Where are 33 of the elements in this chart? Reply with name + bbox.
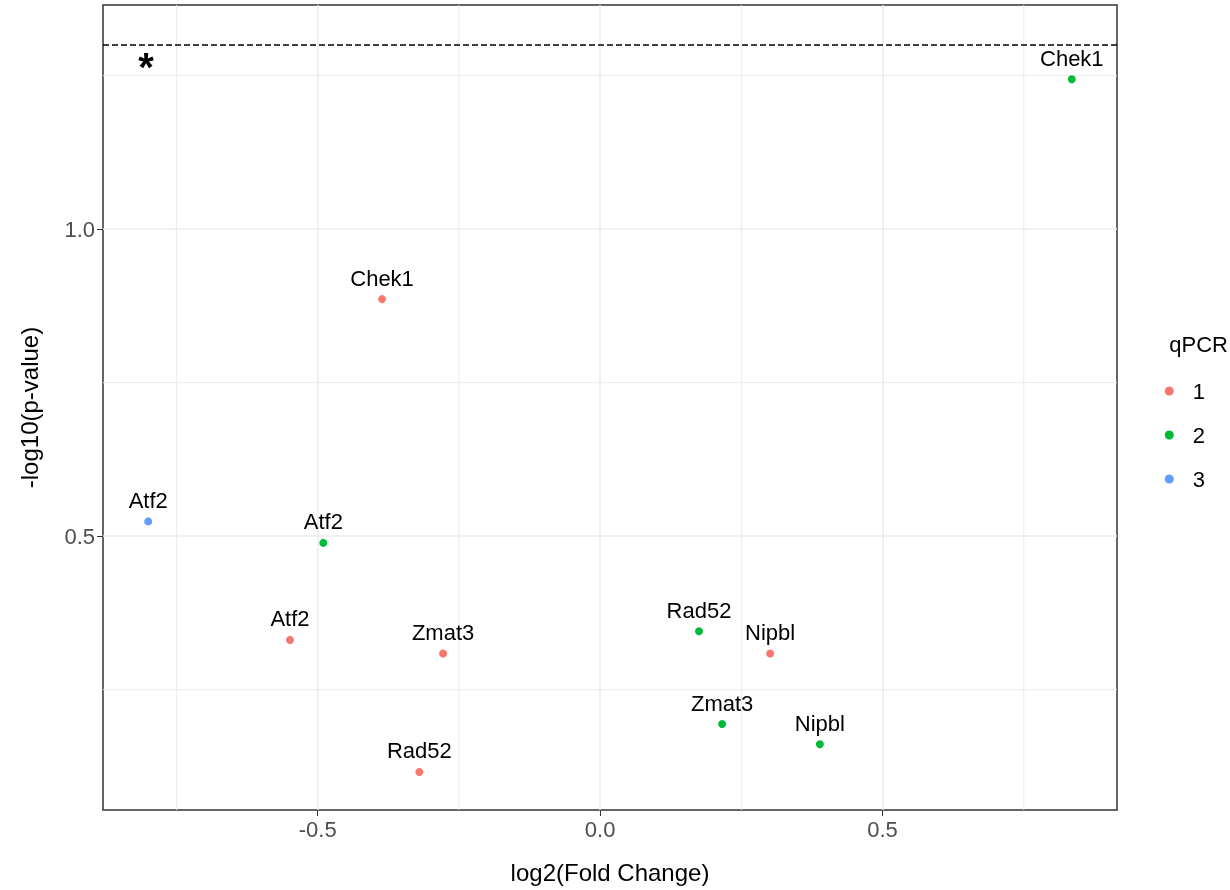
y-tick-label: 1.0	[64, 216, 95, 242]
y-axis-title: -log10(p-value)	[15, 326, 43, 489]
data-label: Atf2	[303, 509, 343, 535]
point	[144, 517, 153, 526]
legend-label: 1	[1192, 378, 1206, 404]
point	[285, 635, 294, 644]
point	[694, 627, 703, 636]
data-label: Zmat3	[690, 690, 754, 716]
point	[415, 767, 424, 776]
x-tick-label: 0.0	[584, 816, 616, 842]
data-label: Rad52	[666, 597, 732, 623]
legend-title: qPCR	[1169, 331, 1228, 357]
data-label: Nipbl	[745, 619, 796, 645]
point	[439, 649, 448, 658]
point	[718, 720, 727, 729]
data-label: Nipbl	[794, 710, 845, 736]
point	[319, 538, 328, 547]
data-label: Atf2	[128, 487, 168, 513]
data-label: Chek1	[1040, 45, 1104, 71]
legend-label: 3	[1192, 466, 1206, 492]
annotation: *	[138, 45, 155, 89]
data-label: Rad52	[386, 738, 452, 764]
point	[815, 740, 824, 749]
data-label: Chek1	[350, 265, 414, 291]
legend-label: 2	[1192, 422, 1206, 448]
x-tick-label: -0.5	[298, 816, 337, 842]
point	[378, 295, 387, 304]
data-label: Atf2	[270, 606, 310, 632]
x-tick-label: 0.5	[867, 816, 898, 842]
x-axis-title: log2(Fold Change)	[510, 858, 710, 886]
data-label: Zmat3	[411, 619, 475, 645]
point	[766, 649, 775, 658]
point	[1067, 75, 1076, 84]
